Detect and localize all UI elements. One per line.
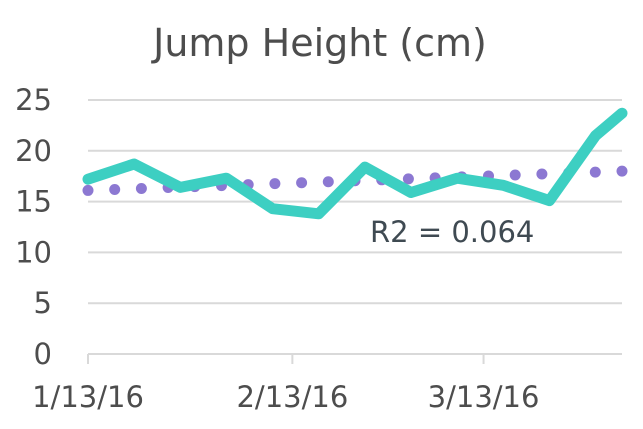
x-axis-ticks: 1/13/16 2/13/16 3/13/16 [32, 354, 539, 414]
grid-lines [88, 99, 622, 355]
x-tick-label: 1/13/16 [32, 380, 144, 414]
r-squared-annotation: R2 = 0.064 [370, 215, 534, 249]
trendline-dot [296, 177, 308, 189]
y-tick-label: 0 [34, 337, 52, 371]
trendline-dot [589, 166, 601, 178]
y-tick-label: 25 [15, 83, 52, 117]
y-axis-ticks: 0 5 10 15 20 25 [15, 83, 52, 371]
trendline-dot [322, 176, 334, 188]
series-line [82, 107, 628, 220]
trendline-dot [82, 184, 94, 196]
trendline-dot [269, 178, 281, 190]
jump-height-series [82, 107, 628, 220]
x-tick-label: 3/13/16 [428, 380, 540, 414]
x-tick-label: 2/13/16 [236, 380, 348, 414]
y-tick-label: 5 [34, 286, 52, 320]
chart-title: Jump Height (cm) [151, 21, 487, 65]
trendline-dot [109, 183, 121, 195]
trendline-dot [402, 173, 414, 185]
trendline-dot [616, 165, 628, 177]
trendline-dot [536, 168, 548, 180]
trendline-dot [135, 182, 147, 194]
trendline-dot [509, 169, 521, 181]
y-tick-label: 10 [15, 235, 52, 269]
y-tick-label: 20 [15, 134, 52, 168]
y-tick-label: 15 [15, 185, 52, 219]
trendline-series [82, 165, 628, 196]
